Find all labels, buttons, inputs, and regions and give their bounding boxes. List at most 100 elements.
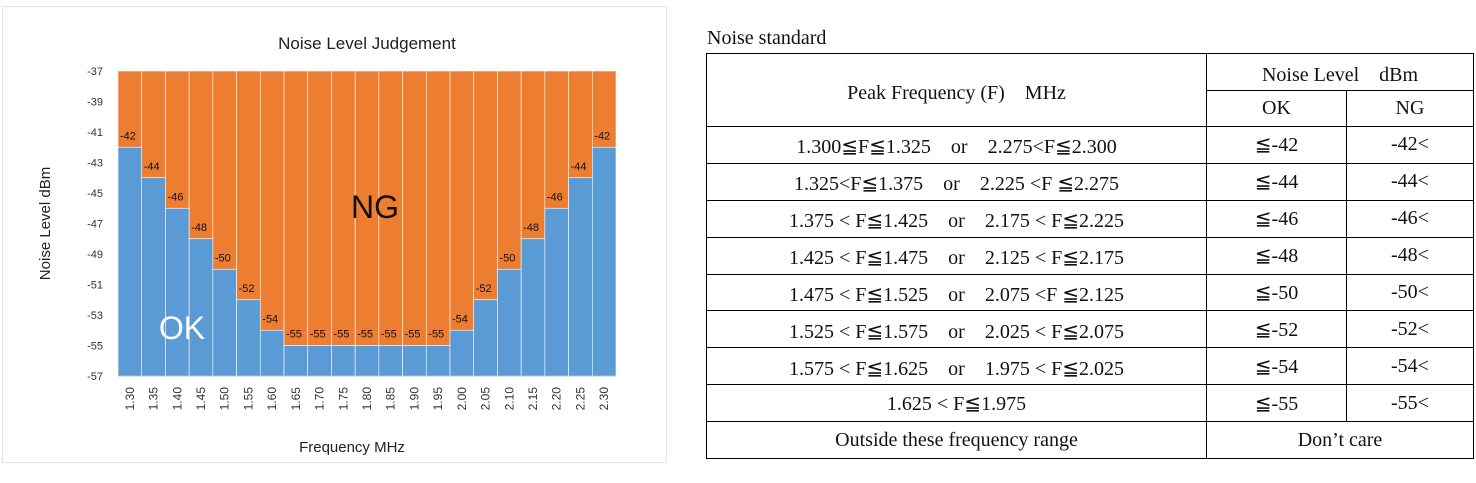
x-axis-label: Frequency MHz <box>299 439 405 456</box>
ng-bar <box>236 70 261 301</box>
y-tick-label: -41 <box>87 127 103 139</box>
x-tick-label: 1.80 <box>360 387 374 411</box>
ng-threshold-cell: -52< <box>1346 310 1474 349</box>
frequency-range-cell: 1.525 < F≦1.575 or 2.025 < F≦2.075 <box>706 310 1207 349</box>
table-footer-row: Outside these frequency range Don’t care <box>706 421 1474 460</box>
x-tick-label: 1.55 <box>241 387 255 411</box>
data-label: -55 <box>333 329 349 341</box>
x-tick-label: 2.05 <box>479 387 493 411</box>
ng-bar <box>283 70 309 346</box>
x-tick-label: 2.10 <box>502 387 516 411</box>
y-tick-label: -53 <box>87 310 103 322</box>
footer-range-cell: Outside these frequency range <box>706 421 1207 460</box>
ok-threshold-cell: ≦-46 <box>1206 199 1347 238</box>
ok-bar <box>591 146 617 377</box>
ok-bar <box>141 177 166 377</box>
ok-bar <box>283 345 309 377</box>
frequency-range-cell: 1.325<F≦1.375 or 2.225 <F ≦2.275 <box>706 162 1207 201</box>
x-tick-label: 1.45 <box>194 387 208 411</box>
data-label: -55 <box>357 329 373 341</box>
ok-threshold-cell: ≦-42 <box>1206 126 1347 164</box>
frequency-range-cell: 1.375 < F≦1.425 or 2.175 < F≦2.225 <box>706 199 1207 238</box>
ng-threshold-cell: -46< <box>1346 199 1474 238</box>
data-label: -50 <box>499 252 515 264</box>
y-tick-label: -57 <box>87 371 103 383</box>
table-header-row: Peak Frequency (F) MHz Noise Level dBm <box>706 53 1474 127</box>
ng-region-label: NG <box>351 189 399 225</box>
table-row: 1.425 < F≦1.475 or 2.125 < F≦2.175 ≦-48 -4… <box>706 236 1474 275</box>
data-label: -48 <box>191 222 207 234</box>
noise-level-chart: Noise Level Judgement Noise Level dBm -37 -… <box>37 34 617 456</box>
header-ng: NG <box>1346 90 1474 127</box>
data-label: -42 <box>120 130 136 142</box>
ok-threshold-cell: ≦-44 <box>1206 162 1347 201</box>
ok-threshold-cell: ≦-48 <box>1206 236 1347 275</box>
data-label: -50 <box>215 252 231 264</box>
ng-threshold-cell: -42< <box>1346 126 1474 164</box>
ok-bar <box>236 299 261 377</box>
data-label: -52 <box>476 283 492 295</box>
x-tick-label: 1.70 <box>313 387 327 411</box>
data-label: -55 <box>310 329 326 341</box>
data-label: -44 <box>571 161 587 173</box>
data-label: -48 <box>523 222 539 234</box>
ng-threshold-cell: -50< <box>1346 273 1474 312</box>
x-tick-label: 1.30 <box>123 387 137 411</box>
frequency-range-cell: 1.625 < F≦1.975 <box>706 384 1207 423</box>
y-axis-label: Noise Level dBm <box>37 167 54 280</box>
ng-bar <box>259 70 285 331</box>
ng-bar <box>188 70 214 240</box>
data-label: -46 <box>167 191 183 203</box>
y-tick-label: -49 <box>87 249 103 261</box>
x-tick-label: 1.60 <box>265 387 279 411</box>
data-label: -46 <box>547 191 563 203</box>
x-tick-label: 1.75 <box>336 387 350 411</box>
y-tick-label: -43 <box>87 158 103 170</box>
table-row: 1.325<F≦1.375 or 2.225 <F ≦2.275 ≦-44 -44< <box>706 162 1474 201</box>
ok-bar <box>259 329 285 377</box>
ng-threshold-cell: -55< <box>1346 384 1474 423</box>
ok-bar <box>117 146 143 377</box>
x-tick-label: 2.15 <box>526 387 540 411</box>
ok-threshold-cell: ≦-50 <box>1206 273 1347 312</box>
frequency-range-cell: 1.300≦F≦1.325 or 2.275<F≦2.300 <box>706 126 1207 164</box>
x-tick-label: 1.40 <box>170 387 184 411</box>
ng-bar <box>473 70 498 301</box>
ng-bar <box>307 70 332 346</box>
x-tick-label: 2.00 <box>455 387 469 411</box>
data-label: -42 <box>594 130 610 142</box>
ok-bar <box>473 299 498 377</box>
ok-bar <box>307 345 332 377</box>
ng-threshold-cell: -54< <box>1346 347 1474 386</box>
ng-bar <box>425 70 451 346</box>
y-tick-label: -45 <box>87 188 103 200</box>
noise-standard-table: Peak Frequency (F) MHz Noise Level dBm O… <box>706 53 1474 460</box>
ok-bar <box>165 207 190 377</box>
data-label: -55 <box>286 329 302 341</box>
ng-bar <box>165 70 190 209</box>
x-tick-label: 2.20 <box>550 387 564 411</box>
table-row: 1.625 < F≦1.975 ≦-55 -55< <box>706 384 1474 423</box>
footer-judgement-cell: Don’t care <box>1206 421 1474 460</box>
ok-bar <box>354 345 380 377</box>
data-label: -55 <box>428 329 444 341</box>
ng-bar <box>402 70 427 346</box>
ng-threshold-cell: -48< <box>1346 236 1474 275</box>
ok-bar <box>402 345 427 377</box>
y-tick-label: -47 <box>87 219 103 231</box>
header-ok: OK <box>1206 90 1347 127</box>
data-label: -55 <box>405 329 421 341</box>
table-row: 1.525 < F≦1.575 or 2.025 < F≦2.075 ≦-52 -5… <box>706 310 1474 349</box>
ok-bar <box>568 177 593 377</box>
ok-bar <box>544 207 569 377</box>
frequency-range-cell: 1.575 < F≦1.625 or 1.975 < F≦2.025 <box>706 347 1207 386</box>
table-row: 1.575 < F≦1.625 or 1.975 < F≦2.025 ≦-54 -5… <box>706 347 1474 386</box>
x-tick-label: 1.50 <box>218 387 232 411</box>
ng-bar <box>544 70 569 209</box>
ng-bar <box>520 70 546 240</box>
table-row: 1.375 < F≦1.425 or 2.175 < F≦2.225 ≦-46 -4… <box>706 199 1474 238</box>
ok-bar <box>497 268 522 377</box>
header-peak-frequency: Peak Frequency (F) MHz <box>706 53 1207 127</box>
table-subheader-row: OK NG <box>707 90 1474 127</box>
ok-bar <box>520 238 546 377</box>
